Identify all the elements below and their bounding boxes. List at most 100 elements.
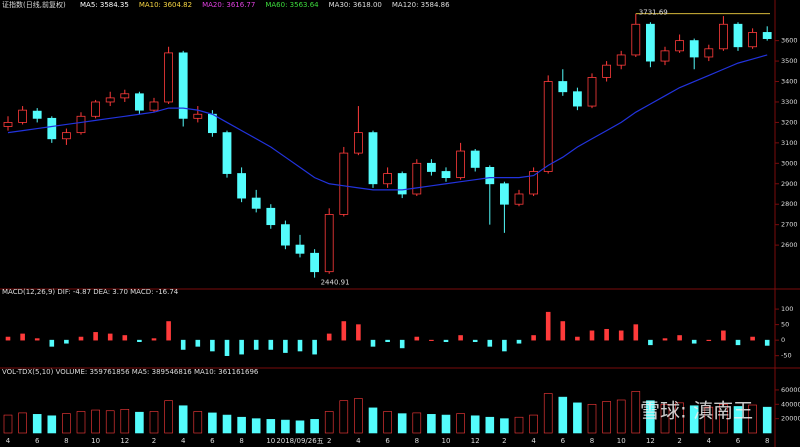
candle-body bbox=[266, 207, 276, 226]
legend-item: MA5: 3584.35 bbox=[80, 1, 129, 9]
candle-body bbox=[368, 132, 378, 185]
macd-bar bbox=[589, 330, 595, 341]
y-tick-label: 3600 bbox=[781, 37, 798, 45]
y-tick-label: 2600 bbox=[781, 241, 798, 249]
y-tick-label: 3500 bbox=[781, 57, 798, 65]
volume-bar bbox=[733, 406, 743, 434]
volume-bar bbox=[339, 400, 349, 434]
candle-body bbox=[675, 40, 684, 52]
candle-body bbox=[18, 109, 28, 123]
macd-bar bbox=[137, 339, 142, 343]
candle-body bbox=[543, 81, 553, 172]
macd-bar bbox=[706, 339, 712, 341]
candle-body bbox=[646, 23, 655, 62]
volume-bar bbox=[543, 393, 553, 434]
candle-body bbox=[149, 101, 159, 111]
volume-bar bbox=[149, 411, 159, 434]
macd-bar bbox=[721, 330, 726, 341]
volume-bar bbox=[397, 413, 407, 434]
macd-bar bbox=[20, 333, 25, 341]
x-tick-label: 4 bbox=[6, 437, 11, 445]
volume-bar bbox=[689, 405, 699, 434]
x-tick-label: 2 bbox=[502, 437, 506, 445]
volume-bar bbox=[310, 419, 319, 434]
x-tick-label: 10 bbox=[266, 437, 275, 445]
volume-bar bbox=[32, 414, 42, 434]
volume-bar bbox=[500, 418, 509, 434]
x-tick-label: 10 bbox=[442, 437, 451, 445]
panel-title: VOL-TDX(5,10) VOLUME: 359761856 MA5: 389… bbox=[2, 368, 259, 376]
volume-bar bbox=[412, 412, 422, 434]
candle-body bbox=[529, 171, 538, 195]
x-tick-label: 12 bbox=[120, 437, 129, 445]
macd-bar bbox=[516, 339, 522, 344]
candle-body bbox=[397, 173, 407, 195]
volume-bar bbox=[383, 411, 392, 434]
volume-bar bbox=[251, 418, 261, 434]
watermark: 雪球: 滇南王 bbox=[640, 399, 753, 423]
candle-body bbox=[295, 244, 305, 254]
y-tick-label: 0 bbox=[781, 336, 785, 344]
volume-bar bbox=[3, 414, 13, 434]
x-tick-label: 2 bbox=[152, 437, 156, 445]
volume-bar bbox=[616, 399, 626, 434]
legend-item: MA20: 3616.77 bbox=[202, 1, 255, 9]
macd-bar bbox=[370, 339, 376, 347]
volume-bar bbox=[135, 411, 144, 434]
volume-bar bbox=[105, 410, 115, 434]
volume-bar bbox=[208, 412, 217, 434]
volume-bar bbox=[193, 411, 203, 434]
macd-bar bbox=[618, 330, 624, 341]
macd-bar bbox=[633, 324, 639, 341]
volume-bar bbox=[222, 414, 232, 434]
candle-body bbox=[3, 122, 13, 127]
volume-bar bbox=[704, 406, 714, 434]
macd-bar bbox=[487, 339, 493, 347]
y-tick-label: 3300 bbox=[781, 98, 798, 106]
y-tick-label: 50 bbox=[781, 321, 789, 329]
x-tick-label: 8 bbox=[415, 437, 419, 445]
volume-bar bbox=[587, 403, 597, 434]
y-tick-label: 2900 bbox=[781, 180, 798, 188]
candle-body bbox=[134, 93, 144, 111]
low-annotation: 2440.91 bbox=[321, 279, 350, 287]
volume-bar bbox=[456, 413, 465, 434]
macd-bar bbox=[691, 339, 697, 344]
volume-bar bbox=[76, 411, 86, 434]
macd-bar bbox=[443, 339, 449, 343]
ma-line bbox=[7, 54, 768, 191]
macd-bar bbox=[297, 339, 303, 352]
volume-bar bbox=[281, 419, 290, 434]
candle-body bbox=[32, 110, 42, 119]
x-tick-label: 8 bbox=[765, 437, 769, 445]
macd-bar bbox=[283, 339, 288, 353]
volume-bar bbox=[748, 404, 757, 434]
candle-body bbox=[178, 52, 188, 119]
volume-bar bbox=[675, 402, 684, 434]
volume-bar bbox=[719, 403, 728, 434]
macd-bar bbox=[210, 339, 215, 352]
macd-bar bbox=[195, 339, 201, 347]
x-tick-label: 4 bbox=[181, 437, 186, 445]
x-tick-label: 12 bbox=[471, 437, 480, 445]
volume-bar bbox=[660, 403, 670, 434]
candle-body bbox=[383, 173, 393, 185]
volume-bar bbox=[324, 411, 334, 434]
macd-bar bbox=[677, 335, 682, 341]
volume-bar bbox=[602, 401, 611, 434]
x-tick-label: 6 bbox=[385, 437, 390, 445]
candle-body bbox=[412, 162, 422, 195]
x-tick-label: 4 bbox=[531, 437, 536, 445]
candle-body bbox=[76, 115, 86, 134]
volume-bar bbox=[573, 402, 582, 434]
x-tick-label: 2 bbox=[327, 437, 331, 445]
macd-bar bbox=[166, 321, 171, 341]
macd-bar bbox=[604, 328, 609, 341]
candle-body bbox=[47, 117, 57, 140]
macd-bar bbox=[239, 339, 244, 355]
candle-body bbox=[251, 197, 261, 209]
y-tick-label: 100 bbox=[781, 305, 793, 313]
x-tick-label: 6 bbox=[35, 437, 40, 445]
macd-bar bbox=[399, 339, 405, 349]
